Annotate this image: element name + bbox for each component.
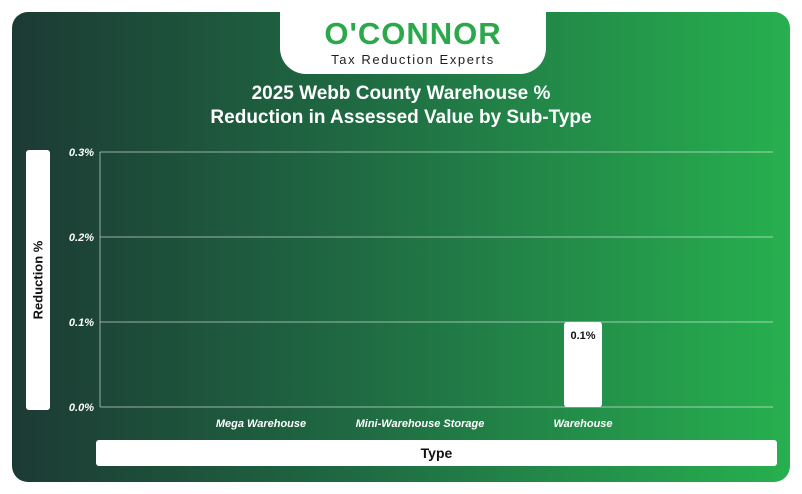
y-tick-label: 0.0% bbox=[69, 402, 94, 414]
y-tick-label: 0.3% bbox=[69, 147, 94, 159]
logo-tagline: Tax Reduction Experts bbox=[331, 52, 495, 67]
bar-chart-plot: 0.0% 0.1% 0.2% 0.3% 0.1% Mega Warehouse Mini… bbox=[69, 147, 773, 430]
chart-title-line-1: 2025 Webb County Warehouse % bbox=[251, 83, 551, 104]
grid-lines bbox=[99, 151, 773, 408]
y-tick-label: 0.1% bbox=[69, 317, 94, 329]
x-tick-label: Mega Warehouse bbox=[216, 418, 306, 430]
x-tick-label: Warehouse bbox=[553, 418, 612, 430]
x-axis-label: Type bbox=[420, 445, 453, 461]
y-axis-label-box: Reduction % bbox=[26, 150, 50, 410]
y-tick-labels: 0.0% 0.1% 0.2% 0.3% bbox=[69, 147, 94, 414]
data-label: 0.1% bbox=[570, 330, 595, 342]
bar bbox=[564, 322, 602, 407]
logo-tab: O'CONNOR Tax Reduction Experts bbox=[280, 12, 546, 74]
bars: 0.1% bbox=[564, 322, 602, 407]
x-axis-label-box: Type bbox=[96, 440, 777, 466]
chart-title: 2025 Webb County Warehouse % Reduction i… bbox=[12, 82, 790, 130]
x-tick-label: Mini-Warehouse Storage bbox=[356, 418, 485, 430]
chart-title-line-2: Reduction in Assessed Value by Sub-Type bbox=[210, 107, 592, 128]
logo-wordmark: O'CONNOR bbox=[324, 16, 502, 51]
y-tick-label: 0.2% bbox=[69, 232, 94, 244]
x-tick-labels: Mega Warehouse Mini-Warehouse Storage Ware… bbox=[216, 418, 613, 430]
chart-card: O'CONNOR Tax Reduction Experts 2025 Webb… bbox=[12, 12, 790, 482]
